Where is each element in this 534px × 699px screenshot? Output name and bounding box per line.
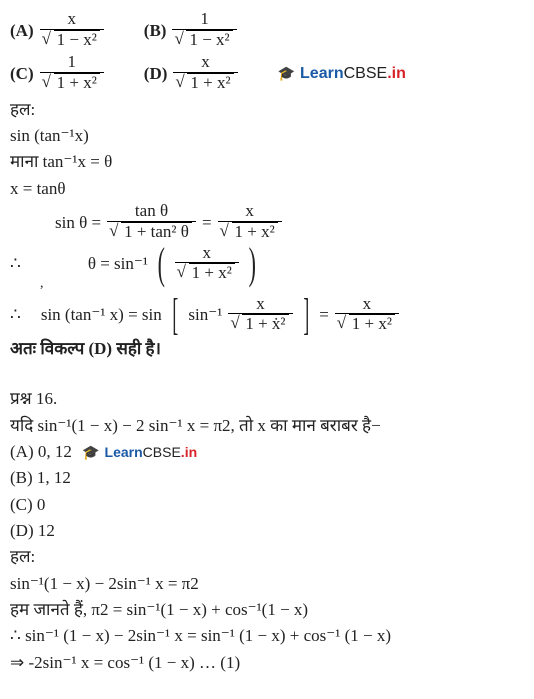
q15-line1: sin (tan⁻¹x) xyxy=(10,123,524,149)
bracket-left-icon: [ xyxy=(172,300,178,331)
opt-c-frac: 1 1 + x² xyxy=(40,53,104,94)
q15-line3: x = tanθ xyxy=(10,176,524,202)
grad-cap-icon: 🎓 xyxy=(82,442,99,464)
grad-cap-icon: 🎓 xyxy=(278,63,295,85)
q16-line2: हम जानते हैं, π2 = sin⁻¹(1 − x) + cos⁻¹(… xyxy=(10,597,524,623)
paren-left-icon: ( xyxy=(158,249,165,280)
opt-b-label: (B) xyxy=(144,18,167,44)
paren-right-icon: ) xyxy=(248,249,255,280)
opt-c-label: (C) xyxy=(10,61,34,87)
q16-line3: ∴ sin⁻¹ (1 − x) − 2sin⁻¹ x = sin⁻¹ (1 − … xyxy=(10,623,524,649)
q16-text: यदि sin⁻¹(1 − x) − 2 sin⁻¹ x = π2, तो x … xyxy=(10,413,524,439)
q16-option-c: (C) 0 xyxy=(10,492,524,518)
q15-options-row2: (C) 1 1 + x² (D) x 1 + x² 🎓 LearnCBSE.in xyxy=(10,53,524,94)
q15-eq3: ∴ sin (tan⁻¹ x) = sin [ sin⁻¹ x 1 + ẋ² ]… xyxy=(10,295,524,336)
q16-number: प्रश्न 16. xyxy=(10,386,524,412)
watermark-2: 🎓 LearnCBSE.in xyxy=(82,442,197,464)
q15-option-c: (C) 1 1 + x² xyxy=(10,53,104,94)
q16-option-a-row: (A) 0, 12 🎓 LearnCBSE.in xyxy=(10,439,524,465)
opt-a-label: (A) xyxy=(10,18,34,44)
q15-eq1: sin θ = tan θ 1 + tan² θ = x 1 + x² xyxy=(10,202,524,243)
opt-b-frac: 1 1 − x² xyxy=(172,10,236,51)
q15-option-a: (A) x 1 − x² xyxy=(10,10,104,51)
opt-a-frac: x 1 − x² xyxy=(40,10,104,51)
q15-options-row1: (A) x 1 − x² (B) 1 1 − x² xyxy=(10,10,524,51)
q16-line4: ⇒ -2sin⁻¹ x = cos⁻¹ (1 − x) … (1) xyxy=(10,650,524,676)
bracket-right-icon: ] xyxy=(303,300,309,331)
opt-d-label: (D) xyxy=(144,61,168,87)
q15-sol-label: हल: xyxy=(10,97,524,123)
q15-option-b: (B) 1 1 − x² xyxy=(144,10,237,51)
q15-option-d: (D) x 1 + x² xyxy=(144,53,238,94)
watermark-1: 🎓 LearnCBSE.in xyxy=(278,62,406,87)
q16-option-a: (A) 0, 12 xyxy=(10,442,72,461)
q15-conclusion: अतः विकल्प (D) सही है। xyxy=(10,336,524,362)
q16-option-d: (D) 12 xyxy=(10,518,524,544)
q16-option-b: (B) 1, 12 xyxy=(10,465,524,491)
q16-sol-label: हल: xyxy=(10,544,524,570)
q16-line1: sin⁻¹(1 − x) − 2sin⁻¹ x = π2 xyxy=(10,571,524,597)
q15-line2: माना tan⁻¹x = θ xyxy=(10,149,524,175)
opt-d-frac: x 1 + x² xyxy=(173,53,237,94)
